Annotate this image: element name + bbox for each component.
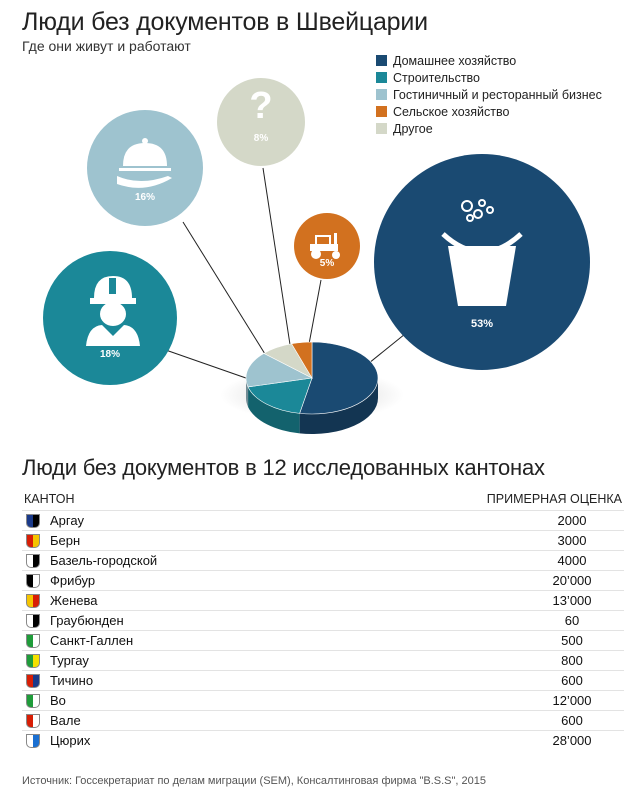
leader-line <box>262 167 294 362</box>
legend-swatch <box>376 89 387 100</box>
legend-label: Гостиничный и ресторанный бизнес <box>393 87 602 102</box>
canton-ticino-flag-icon <box>26 673 40 688</box>
table-row: Вале 600 <box>22 710 624 730</box>
table-row: Фрибур 20’000 <box>22 570 624 590</box>
table-row: Тургау 800 <box>22 650 624 670</box>
canton-name: Тичино <box>50 673 94 688</box>
leader-line <box>182 221 278 374</box>
legend-label: Другое <box>393 121 433 136</box>
canton-name: Цюрих <box>50 733 91 748</box>
canton-basel-flag-icon <box>26 553 40 568</box>
canton-valais-flag-icon <box>26 713 40 728</box>
canton-name: Во <box>50 693 66 708</box>
canton-estimate: 2000 <box>557 513 587 528</box>
bucket-icon <box>441 199 523 306</box>
data-label: 16% <box>135 192 155 203</box>
legend-label: Домашнее хозяйство <box>393 53 517 68</box>
column-header-estimate: ПРИМЕРНАЯ ОЦЕНКА <box>486 492 622 506</box>
canton-zurich-flag-icon <box>26 733 40 748</box>
legend-item: Гостиничный и ресторанный бизнес <box>376 86 602 103</box>
canton-name: Вале <box>50 713 81 728</box>
data-label: 53% <box>471 318 493 330</box>
canton-name: Аргау <box>50 513 84 528</box>
legend-label: Строительство <box>393 70 480 85</box>
canton-name: Граубюнден <box>50 613 124 628</box>
worker-helmet-icon <box>86 276 140 346</box>
tractor-icon <box>310 233 340 259</box>
canton-name: Фрибур <box>50 573 96 588</box>
table-row: Граубюнден 60 <box>22 610 624 630</box>
canton-estimate: 20’000 <box>552 573 592 588</box>
table-row: Базель-городской 4000 <box>22 550 624 570</box>
table-row: Аргау 2000 <box>22 510 624 530</box>
table-row: Тичино 600 <box>22 670 624 690</box>
legend-item: Строительство <box>376 69 602 86</box>
canton-aargau-flag-icon <box>26 513 40 528</box>
data-label: 8% <box>254 133 269 144</box>
data-label: 5% <box>320 258 335 269</box>
column-header-canton: КАНТОН <box>24 492 75 506</box>
canton-bern-flag-icon <box>26 533 40 548</box>
canton-estimate: 12’000 <box>552 693 592 708</box>
page-title: Люди без документов в Швейцарии <box>22 8 428 36</box>
pie-slice <box>247 377 313 414</box>
table-row: Берн 3000 <box>22 530 624 550</box>
page-subtitle: Где они живут и работают <box>22 38 191 54</box>
canton-estimate: 4000 <box>557 553 587 568</box>
canton-estimate: 600 <box>561 713 583 728</box>
canton-table: КАНТОН ПРИМЕРНАЯ ОЦЕНКА Аргау 2000 Берн 300… <box>22 488 624 750</box>
bubble-question-mark <box>217 78 305 166</box>
canton-name: Базель-городской <box>50 553 158 568</box>
svg-text:?: ? <box>249 85 272 127</box>
source-note: Источник: Госсекретариат по делам миграц… <box>22 775 487 787</box>
canton-estimate: 500 <box>561 633 583 648</box>
data-label: 18% <box>100 349 120 360</box>
pie-slice <box>291 341 313 380</box>
legend-swatch <box>376 55 387 66</box>
canton-estimate: 13’000 <box>552 593 592 608</box>
pie-slice-side <box>299 378 378 435</box>
pie-slice-side <box>248 386 300 434</box>
legend-item: Домашнее хозяйство <box>376 52 602 69</box>
canton-vaud-flag-icon <box>26 693 40 708</box>
canton-name: Тургау <box>50 653 89 668</box>
legend-item: Другое <box>376 120 602 137</box>
table-row: Во 12’000 <box>22 690 624 710</box>
table-row: Санкт-Галлен 500 <box>22 630 624 650</box>
pie-slice <box>299 341 379 415</box>
table-row: Цюрих 28’000 <box>22 730 624 750</box>
canton-estimate: 3000 <box>557 533 587 548</box>
canton-geneva-flag-icon <box>26 593 40 608</box>
table-header: КАНТОН ПРИМЕРНАЯ ОЦЕНКА <box>22 488 624 510</box>
canton-thurgau-flag-icon <box>26 653 40 668</box>
legend-item: Сельское хозяйство <box>376 103 602 120</box>
pie-chart: ? 53% 18% 16% 8% 5% <box>43 78 590 435</box>
canton-estimate: 28’000 <box>552 733 592 748</box>
legend-label: Сельское хозяйство <box>393 104 510 119</box>
table-row: Женева 13’000 <box>22 590 624 610</box>
canton-estimate: 800 <box>561 653 583 668</box>
canton-st-gallen-flag-icon <box>26 633 40 648</box>
canton-name: Женева <box>50 593 98 608</box>
pie-slice-side <box>246 378 249 407</box>
question-mark-icon: ? <box>249 85 272 127</box>
legend-swatch <box>376 72 387 83</box>
table-title: Люди без документов в 12 исследованных к… <box>22 455 545 480</box>
canton-fribourg-flag-icon <box>26 573 40 588</box>
legend-swatch <box>376 106 387 117</box>
chart-legend: Домашнее хозяйство Строительство Гостиничн… <box>376 52 602 137</box>
legend-swatch <box>376 123 387 134</box>
canton-name: Берн <box>50 533 81 548</box>
serving-cloche-icon <box>117 138 172 188</box>
canton-name: Санкт-Галлен <box>50 633 134 648</box>
canton-estimate: 600 <box>561 673 583 688</box>
pie-slice <box>245 353 313 388</box>
canton-estimate: 60 <box>564 613 580 628</box>
canton-graubunden-flag-icon <box>26 613 40 628</box>
